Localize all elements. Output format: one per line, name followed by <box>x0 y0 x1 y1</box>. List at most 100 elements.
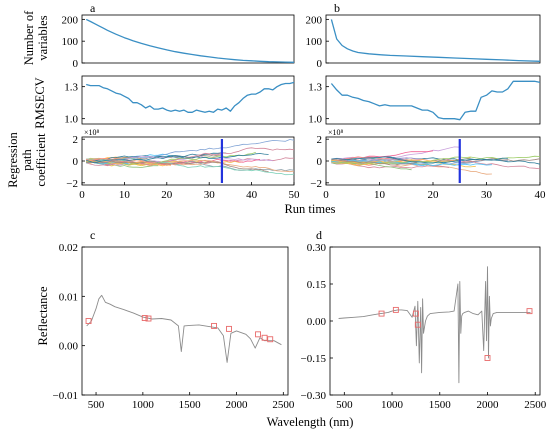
pb-rm-ytick-label-0: 1.0 <box>308 114 322 126</box>
pb-cf-xtick-label-1: 10 <box>374 189 386 201</box>
pb-cf-xtick-label-3: 30 <box>481 189 493 201</box>
pd-marker-2 <box>412 310 419 317</box>
pd-xtick-label-1: 1000 <box>381 399 404 411</box>
pb-rm-ytick-label-1: 1.3 <box>308 82 322 94</box>
pb-cf-ytick-label-0: 2 <box>317 134 323 146</box>
pd-ytick-label-3: 0.15 <box>307 279 327 291</box>
panel-b-variables: 0 100 200 <box>306 14 541 70</box>
ylabel-coef-line3: coefficient <box>34 133 48 187</box>
pa-cf-ytick-label-0: 2 <box>73 134 79 146</box>
pd-xtick-label-3: 2000 <box>477 399 500 411</box>
pc-marker-0 <box>85 318 92 324</box>
pa-rm-ytick-label-1: 1.3 <box>64 82 78 94</box>
pb-var-ytick-label-0: 0 <box>317 58 323 70</box>
pc-frame <box>81 246 289 396</box>
pc-marker-6 <box>261 334 268 341</box>
pa-rm-frame <box>81 75 295 125</box>
pb-coef-path-27 <box>331 156 508 164</box>
pa-cf-xtick-label-0: 0 <box>79 189 85 201</box>
pb-coef-path-26 <box>331 159 417 166</box>
pc-ytick-label-3: 0.02 <box>59 242 78 254</box>
pa-variables-series <box>85 18 295 63</box>
ylabel-rmsecv: RMSECV <box>33 77 47 128</box>
pc-marker-5 <box>255 331 261 338</box>
pa-cf-xtick-label-2: 20 <box>161 189 173 201</box>
panel-b-rmsecv: 1.0 1.3 <box>308 75 541 126</box>
ylabel-coef-line2: path <box>20 148 34 170</box>
panel-a-rmsecv: 1.0 1.3 <box>64 75 295 126</box>
pd-ytick-label-0: −0.30 <box>301 390 327 402</box>
pc-series <box>86 294 282 363</box>
pa-cf-xtick-label-3: 30 <box>204 189 216 201</box>
pd-marker-3 <box>414 321 421 328</box>
ylabel-variables-line1: Number of <box>22 10 36 65</box>
pd-ytick-label-2: 0.00 <box>307 316 327 328</box>
pd-xtick-label-2: 1500 <box>429 399 452 411</box>
pc-marker-3 <box>211 322 217 329</box>
pa-var-ytick-label-0: 0 <box>73 58 79 70</box>
panel-letter-c: c <box>90 228 95 242</box>
pd-xtick-label-4: 2500 <box>524 399 547 411</box>
pc-xtick-label-4: 2500 <box>272 399 295 411</box>
pa-coef-path-15 <box>86 157 295 173</box>
pc-marker-1 <box>141 315 148 321</box>
pa-cf-xtick-label-5: 50 <box>289 189 301 201</box>
pd-marker-4 <box>484 355 491 361</box>
pd-ytick-label-1: −0.15 <box>301 353 327 365</box>
pc-marker-4 <box>226 325 232 332</box>
pb-coef-scale-label: ×10⁸ <box>328 128 344 137</box>
pd-marker-5 <box>526 308 533 315</box>
ylabel-reflectance: Reflectance <box>36 286 50 345</box>
pa-coef-path-26 <box>86 160 269 172</box>
pb-var-frame <box>325 14 541 64</box>
pc-xtick-label-2: 1500 <box>179 399 202 411</box>
pc-xtick-label-1: 1000 <box>132 399 155 411</box>
pb-rm-frame <box>325 75 541 125</box>
panel-letter-b: b <box>334 1 340 15</box>
panel-letter-a: a <box>90 1 96 15</box>
pb-coef-path-25 <box>331 157 471 164</box>
pa-cf-ytick-label-2: −2 <box>66 178 78 190</box>
pc-marker-7 <box>267 336 274 343</box>
pd-marker-0 <box>378 310 385 317</box>
ylabel-variables-line2: variables <box>36 15 50 60</box>
pc-ytick-label-0: −0.01 <box>53 390 78 402</box>
pb-var-ytick-label-1: 100 <box>306 36 323 48</box>
pc-xtick-label-3: 2000 <box>226 399 249 411</box>
pb-cf-ytick-label-2: −2 <box>310 178 322 190</box>
xlabel-wavelength: Wavelength (nm) <box>267 415 354 429</box>
pa-rmsecv-series <box>86 81 295 113</box>
pa-var-ytick-label-2: 200 <box>62 14 79 26</box>
pc-ytick-label-2: 0.01 <box>59 291 78 303</box>
panel-a-variables: 0 100 200 <box>62 14 295 70</box>
panel-d-spectrum: −0.30 −0.15 0.00 0.15 0.30 500 1000 1500 2000 250… <box>301 242 547 411</box>
xlabel-run-times: Run times <box>284 202 335 216</box>
pd-marker-1 <box>392 306 399 313</box>
pa-var-ytick-label-1: 100 <box>62 36 79 48</box>
pa-coef-path-27 <box>86 153 269 164</box>
pb-var-ytick-label-2: 200 <box>306 14 323 26</box>
pb-cf-xtick-label-0: 0 <box>323 189 329 201</box>
pd-xtick-label-0: 500 <box>336 399 353 411</box>
panel-c-spectrum: −0.01 0.00 0.01 0.02 500 1000 1500 2000 2500 <box>53 242 295 411</box>
pa-cf-xtick-label-4: 40 <box>246 189 258 201</box>
pb-cf-xtick-label-4: 40 <box>535 189 547 201</box>
pa-rm-ytick-label-0: 1.0 <box>64 114 78 126</box>
pb-rmsecv-series <box>330 80 541 121</box>
pb-cf-ytick-label-1: 0 <box>317 156 323 168</box>
pa-cf-xtick-label-1: 10 <box>119 189 131 201</box>
pb-variables-series <box>330 19 541 62</box>
panel-letter-d: d <box>316 228 322 242</box>
pb-cf-xtick-label-2: 20 <box>428 189 440 201</box>
pd-series <box>338 266 531 384</box>
pc-marker-2 <box>145 315 152 322</box>
pa-var-frame <box>81 14 295 64</box>
pa-cf-ytick-label-1: 0 <box>73 156 79 168</box>
pa-coef-path-18 <box>86 147 295 167</box>
pc-ytick-label-1: 0.00 <box>59 341 79 353</box>
pb-coef-path-12 <box>331 156 541 165</box>
pd-ytick-label-4: 0.30 <box>307 242 327 254</box>
